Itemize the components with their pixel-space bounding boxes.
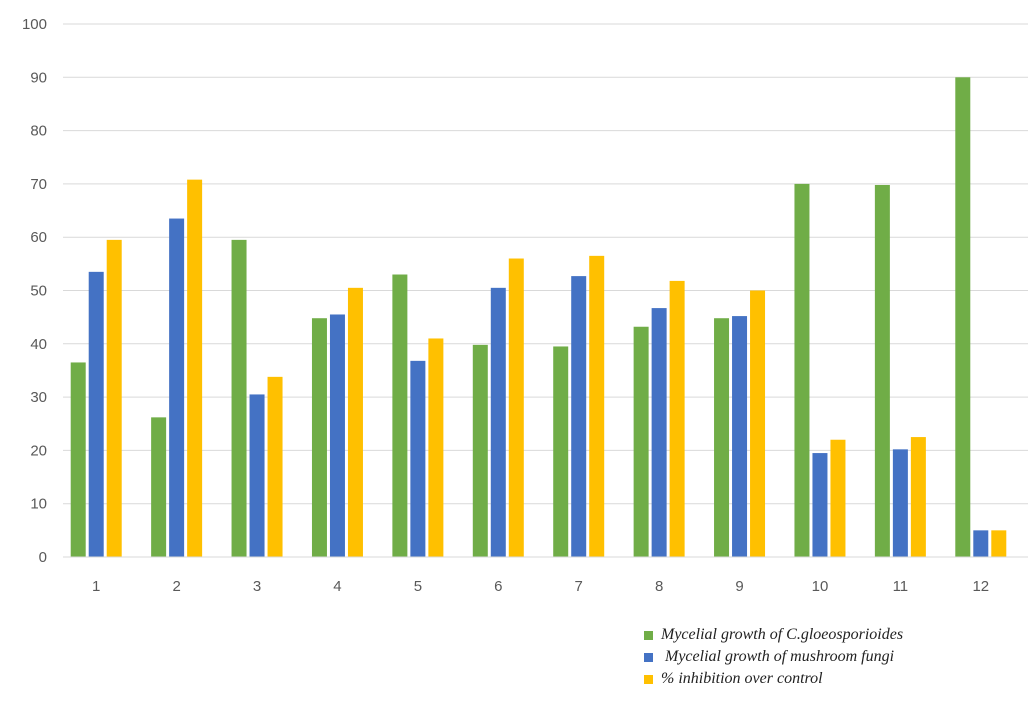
x-tick-label: 12 bbox=[972, 578, 989, 595]
bar-series-2-category-12 bbox=[973, 530, 989, 557]
legend-swatch bbox=[644, 674, 653, 684]
bar-series-2-category-1 bbox=[88, 271, 104, 557]
legend-swatch bbox=[644, 630, 653, 640]
x-tick-label: 9 bbox=[735, 578, 743, 595]
bar-series-3-category-3 bbox=[267, 376, 283, 557]
y-axis-tick-labels: 0 10 20 30 40 50 60 70 80 90 100 bbox=[22, 16, 47, 566]
bar-series-1-category-11 bbox=[874, 184, 890, 557]
x-tick-label: 8 bbox=[655, 578, 663, 595]
bar-series-3-category-9 bbox=[750, 290, 766, 557]
gridlines bbox=[63, 23, 1028, 505]
bar-series-1-category-4 bbox=[311, 318, 327, 557]
bar-series-2-category-7 bbox=[571, 276, 587, 557]
legend-item-2: Mycelial growth of mushroom fungi bbox=[644, 646, 903, 668]
y-tick-label: 10 bbox=[30, 496, 47, 513]
legend-label: Mycelial growth of mushroom fungi bbox=[661, 648, 895, 665]
bar-series-2-category-10 bbox=[812, 453, 828, 557]
y-tick-label: 70 bbox=[30, 176, 47, 193]
x-axis-tick-labels: 1 2 3 4 5 6 7 8 9 10 11 12 bbox=[92, 578, 989, 595]
bar-series-2-category-9 bbox=[732, 316, 748, 557]
bar-series-3-category-1 bbox=[106, 239, 122, 558]
bar-series-1-category-10 bbox=[794, 183, 810, 557]
bar-series-3-category-6 bbox=[508, 258, 524, 557]
legend-item-3: % inhibition over control bbox=[644, 668, 903, 690]
x-tick-label: 2 bbox=[172, 578, 180, 595]
x-tick-label: 6 bbox=[494, 578, 502, 595]
bar-series-3-category-2 bbox=[187, 179, 203, 558]
bar-series-3-category-7 bbox=[589, 255, 605, 558]
y-tick-label: 60 bbox=[30, 229, 47, 246]
bar-series-2-category-4 bbox=[329, 314, 345, 557]
bar-series-1-category-7 bbox=[553, 346, 569, 557]
bar-series-2-category-3 bbox=[249, 394, 265, 557]
x-tick-label: 5 bbox=[414, 578, 422, 595]
bar-series-3-category-5 bbox=[428, 338, 444, 557]
bar-series-1-category-8 bbox=[633, 326, 649, 557]
bar-series-2-category-8 bbox=[651, 308, 667, 557]
x-tick-label: 3 bbox=[253, 578, 261, 595]
x-tick-label: 10 bbox=[812, 578, 829, 595]
x-tick-label: 4 bbox=[333, 578, 341, 595]
legend-item-1: Mycelial growth of C.gloeosporioides bbox=[644, 624, 903, 646]
bar-series-1-category-5 bbox=[392, 274, 408, 557]
legend-label: % inhibition over control bbox=[661, 670, 823, 687]
bar-series-3-category-4 bbox=[347, 287, 363, 557]
x-tick-label: 7 bbox=[575, 578, 583, 595]
legend-label: Mycelial growth of C.gloeosporioides bbox=[661, 626, 904, 643]
y-tick-label: 0 bbox=[39, 549, 47, 566]
y-tick-label: 50 bbox=[30, 283, 47, 300]
bar-series-1-category-9 bbox=[714, 318, 730, 557]
legend: Mycelial growth of C.gloeosporioides Myc… bbox=[644, 624, 903, 690]
bar-series-1-category-2 bbox=[151, 417, 167, 557]
y-tick-label: 90 bbox=[30, 69, 47, 86]
bar-series-3-category-11 bbox=[910, 437, 926, 557]
bar-series-2-category-2 bbox=[169, 218, 185, 558]
bar-series-3-category-8 bbox=[669, 280, 685, 557]
bar-series-2-category-6 bbox=[490, 287, 506, 557]
y-tick-label: 40 bbox=[30, 336, 47, 353]
bar-series-1-category-1 bbox=[70, 362, 86, 557]
bar-series-3-category-12 bbox=[991, 530, 1007, 557]
bar-series-1-category-6 bbox=[472, 344, 488, 557]
bars bbox=[70, 77, 1007, 558]
bar-series-2-category-5 bbox=[410, 360, 426, 557]
bar-series-3-category-10 bbox=[830, 439, 846, 557]
y-tick-label: 80 bbox=[30, 123, 47, 140]
bar-series-1-category-3 bbox=[231, 239, 247, 558]
bar-series-1-category-12 bbox=[955, 77, 971, 558]
x-tick-label: 1 bbox=[92, 578, 100, 595]
y-tick-label: 20 bbox=[30, 442, 47, 459]
y-tick-label: 100 bbox=[22, 16, 47, 33]
bar-series-2-category-11 bbox=[892, 449, 908, 557]
x-tick-label: 11 bbox=[893, 578, 909, 595]
y-tick-label: 30 bbox=[30, 389, 47, 406]
legend-swatch bbox=[644, 652, 653, 662]
